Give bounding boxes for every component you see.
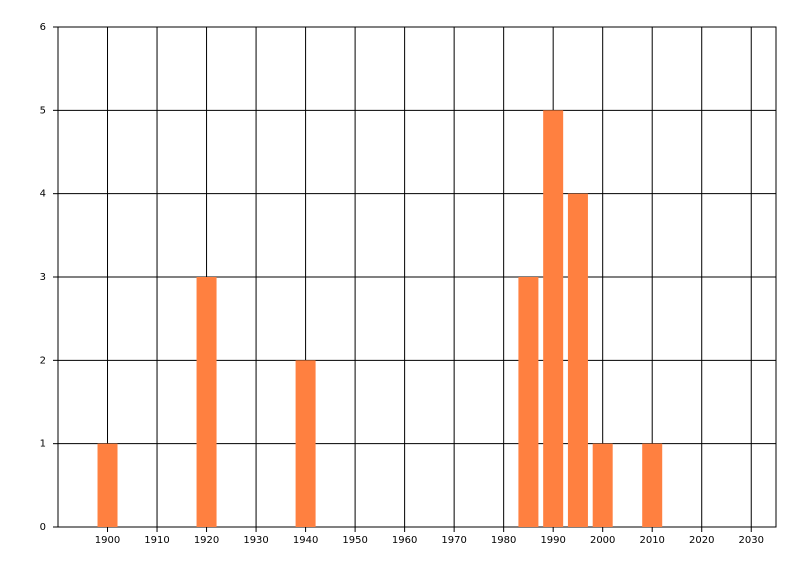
y-tick-label: 5 — [40, 105, 46, 116]
y-tick-label: 4 — [40, 189, 46, 200]
x-tick-label: 1920 — [194, 535, 219, 546]
x-tick-label: 2010 — [639, 535, 664, 546]
bar — [97, 443, 118, 527]
bar — [567, 193, 588, 527]
bar — [196, 277, 217, 527]
x-tick-label: 1930 — [243, 535, 268, 546]
bar — [543, 110, 564, 527]
x-tick-label: 1910 — [144, 535, 169, 546]
x-tick-label: 1990 — [540, 535, 565, 546]
x-tick-label: 1950 — [342, 535, 367, 546]
bar — [518, 277, 539, 527]
y-tick-label: 2 — [40, 355, 46, 366]
bar — [592, 443, 613, 527]
x-tick-label: 1940 — [293, 535, 318, 546]
x-tick-label: 1980 — [491, 535, 516, 546]
y-tick-label: 3 — [40, 272, 46, 283]
x-tick-label: 1960 — [392, 535, 417, 546]
x-tick-label: 2030 — [739, 535, 764, 546]
x-tick-label: 1970 — [441, 535, 466, 546]
y-tick-label: 6 — [40, 22, 46, 33]
y-tick-label: 1 — [40, 439, 46, 450]
bar — [295, 360, 316, 527]
y-tick-label: 0 — [40, 522, 46, 533]
bar — [642, 443, 663, 527]
x-tick-label: 1900 — [95, 535, 120, 546]
x-tick-label: 2020 — [689, 535, 714, 546]
x-tick-label: 2000 — [590, 535, 615, 546]
